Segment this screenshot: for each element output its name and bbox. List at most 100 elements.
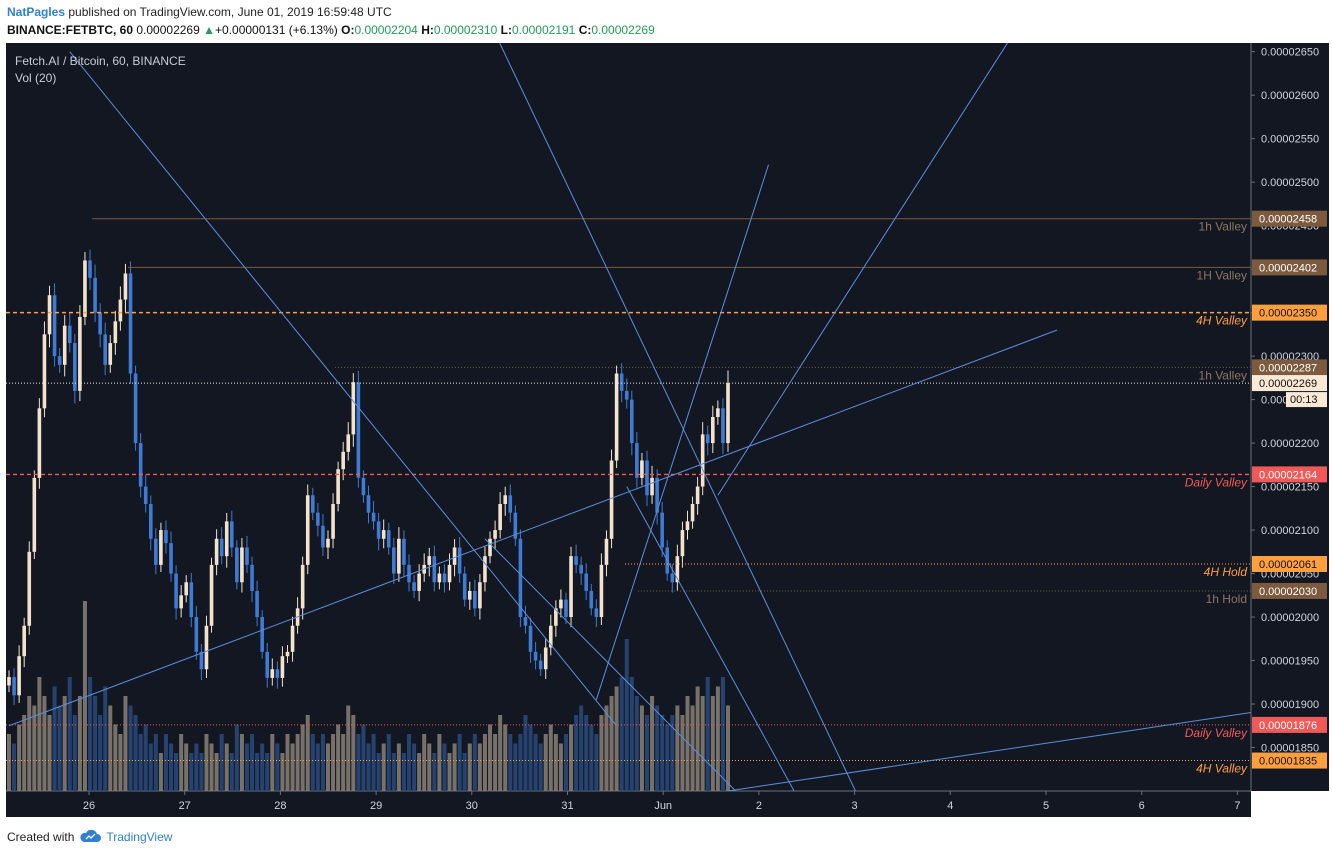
price-tick-label: 0.00002300 xyxy=(1261,351,1319,363)
price-tick-label: 0.00001900 xyxy=(1261,699,1319,711)
volume-bar xyxy=(244,743,249,791)
candle-body xyxy=(513,512,518,539)
volume-bar xyxy=(295,734,300,791)
candle-body xyxy=(174,573,178,609)
level-text: 1h Valley xyxy=(1199,220,1247,234)
volume-bar xyxy=(260,743,265,791)
author-name[interactable]: NatPagles xyxy=(7,5,66,19)
volume-bar xyxy=(447,753,452,791)
trendline xyxy=(69,51,617,727)
candle-body xyxy=(533,651,538,661)
candle-body xyxy=(159,530,163,565)
candle-body xyxy=(341,451,345,470)
candle-body xyxy=(311,495,315,513)
candle-body xyxy=(503,495,508,504)
volume-bar xyxy=(336,724,341,791)
volume-bar xyxy=(655,705,660,791)
level-text: 4H Hold xyxy=(1204,565,1248,579)
volume-bar xyxy=(255,753,260,791)
low-value: 0.00002191 xyxy=(511,23,576,37)
volume-bar xyxy=(214,753,219,791)
price-tick-label: 0.00002250 xyxy=(1261,395,1319,407)
candle-body xyxy=(624,390,629,400)
volume-bar xyxy=(574,715,579,791)
price-tick-label: 0.00002450 xyxy=(1261,221,1319,233)
candle-body xyxy=(123,273,128,300)
candle-body xyxy=(189,582,194,618)
volume-bar xyxy=(366,743,371,791)
level-text: 4H Valley xyxy=(1196,314,1248,328)
candle-body xyxy=(346,434,351,452)
candle-body xyxy=(402,538,406,565)
candle-body xyxy=(599,564,604,618)
volume-bar xyxy=(37,677,42,791)
candle-body xyxy=(285,651,290,657)
countdown-tag xyxy=(1286,392,1327,408)
candle-body xyxy=(523,617,528,626)
candle-body xyxy=(498,503,502,531)
volume-bar xyxy=(108,705,113,791)
trendline xyxy=(484,538,737,791)
symbol-name: BINANCE:FETBTC, 60 xyxy=(7,23,134,37)
volume-bar xyxy=(376,753,381,791)
candle-body xyxy=(169,543,173,574)
volume-bar xyxy=(42,696,47,791)
volume-bar xyxy=(695,686,700,791)
volume-bar xyxy=(660,715,665,791)
volume-bar xyxy=(62,696,67,791)
price-tick-label: 0.00002100 xyxy=(1261,525,1319,537)
candle-body xyxy=(361,477,366,496)
volume-bar xyxy=(528,724,533,791)
candle-body xyxy=(594,608,599,618)
candle-body xyxy=(164,530,168,544)
candle-body xyxy=(42,334,47,409)
level-price-tag xyxy=(1252,359,1327,376)
candle-body xyxy=(154,538,158,565)
volume-bar xyxy=(508,734,513,791)
volume-bar xyxy=(690,705,695,791)
volume-bar xyxy=(123,696,128,791)
candle-body xyxy=(235,547,239,583)
candle-body xyxy=(52,295,57,357)
candle-body xyxy=(336,469,340,504)
candle-body xyxy=(12,677,16,696)
level-price-tag-label: 0.00002402 xyxy=(1259,262,1317,274)
volume-bar xyxy=(67,677,72,791)
price-tick-label: 0.00002500 xyxy=(1261,177,1319,189)
open-value: 0.00002204 xyxy=(354,23,418,37)
candle-body xyxy=(412,582,416,591)
tradingview-brand[interactable]: TradingView xyxy=(106,830,173,844)
candle-body xyxy=(543,647,548,670)
time-tick-label: 3 xyxy=(852,800,858,812)
candle-body xyxy=(716,408,720,417)
volume-bar xyxy=(553,734,558,791)
level-price-tag-label: 0.00002061 xyxy=(1259,559,1317,571)
candle-body xyxy=(685,521,690,531)
volume-bar xyxy=(472,734,477,791)
level-price-tag xyxy=(1252,466,1327,483)
volume-bar xyxy=(310,734,315,791)
candle-body xyxy=(518,538,523,618)
candle-body xyxy=(432,556,437,583)
time-axis: 26 27 28 29 30 31 Jun 2 3 4 5 6 7 xyxy=(83,791,1240,812)
candle-body xyxy=(483,556,487,583)
volume-bar xyxy=(204,734,209,791)
candle-body xyxy=(229,521,234,548)
volume-bar xyxy=(265,753,270,791)
volume-bar xyxy=(417,753,422,791)
price-tick-label: 0.00002650 xyxy=(1261,47,1319,59)
candle-body xyxy=(559,599,563,609)
candle-body xyxy=(614,373,619,461)
volume-bar xyxy=(194,743,199,791)
candle-body xyxy=(437,573,442,583)
volume-bar xyxy=(705,677,710,791)
candle-body xyxy=(427,556,432,565)
candle-body xyxy=(32,477,37,552)
candle-body xyxy=(695,486,700,504)
candle-body xyxy=(417,573,421,591)
candle-body xyxy=(508,495,513,513)
level-text: 4H Valley xyxy=(1196,762,1248,776)
candle-body xyxy=(488,538,492,557)
volume-bar xyxy=(700,696,705,791)
